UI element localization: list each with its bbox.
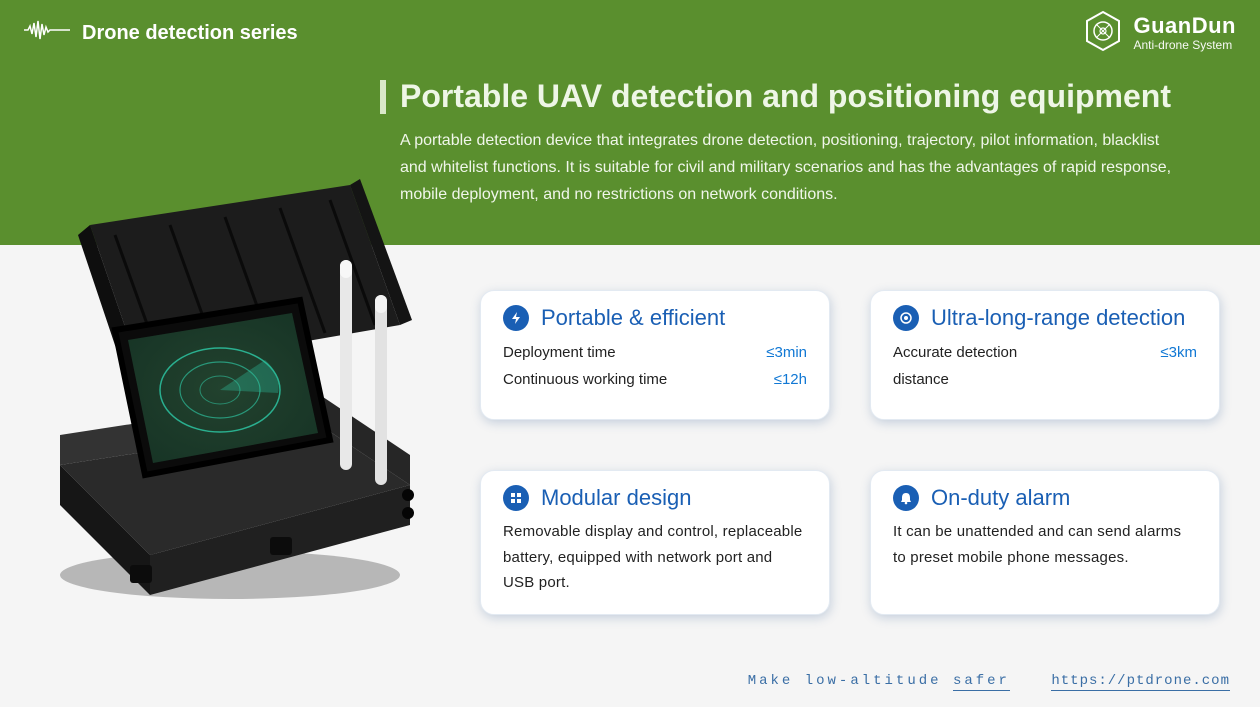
- card-title-text: Ultra-long-range detection: [931, 305, 1185, 331]
- brand-block: GuanDun Anti-drone System: [1082, 10, 1237, 57]
- waveform-icon: [24, 19, 70, 47]
- card-title-text: Modular design: [541, 485, 691, 511]
- card-portable-efficient: Portable & efficient Deployment time ≤3m…: [480, 290, 830, 420]
- card-on-duty-alarm: On-duty alarm It can be unattended and c…: [870, 470, 1220, 615]
- page-description: A portable detection device that integra…: [400, 127, 1180, 209]
- footer-tagline-pre: Make low-altitude: [748, 673, 953, 689]
- spec-label: Deployment time: [503, 339, 616, 366]
- page-title-row: Portable UAV detection and positioning e…: [380, 78, 1260, 115]
- footer-tagline-em: safer: [953, 673, 1010, 691]
- product-image: [20, 165, 440, 610]
- footer: Make low-altitude safer https://ptdrone.…: [748, 673, 1230, 689]
- card-title-text: Portable & efficient: [541, 305, 725, 331]
- bolt-icon: [503, 305, 529, 331]
- alarm-icon: [893, 485, 919, 511]
- spec-value: ≤3min: [766, 339, 807, 366]
- brand-subtitle: Anti-drone System: [1134, 39, 1237, 52]
- card-body: Removable display and control, replaceab…: [503, 519, 807, 596]
- card-modular-design: Modular design Removable display and con…: [480, 470, 830, 615]
- brand-logo-icon: [1082, 10, 1124, 57]
- spec-value: ≤12h: [774, 366, 807, 393]
- feature-cards: Portable & efficient Deployment time ≤3m…: [480, 290, 1220, 615]
- radar-icon: [893, 305, 919, 331]
- brand-name: GuanDun: [1134, 14, 1237, 38]
- footer-url[interactable]: https://ptdrone.com: [1051, 673, 1230, 691]
- spec-label: Accurate detection distance: [893, 339, 1073, 393]
- title-accent-bar: [380, 80, 386, 114]
- series-text: Drone detection series: [82, 22, 298, 45]
- module-icon: [503, 485, 529, 511]
- page-title: Portable UAV detection and positioning e…: [400, 78, 1171, 115]
- header-top-bar: Drone detection series GuanDun Anti-dron…: [0, 0, 1260, 56]
- card-title-text: On-duty alarm: [931, 485, 1070, 511]
- series-label: Drone detection series: [24, 19, 298, 47]
- spec-label: Continuous working time: [503, 366, 667, 393]
- card-body: It can be unattended and can send alarms…: [893, 519, 1197, 570]
- card-ultra-long-range: Ultra-long-range detection Accurate dete…: [870, 290, 1220, 420]
- spec-value: ≤3km: [1160, 339, 1197, 393]
